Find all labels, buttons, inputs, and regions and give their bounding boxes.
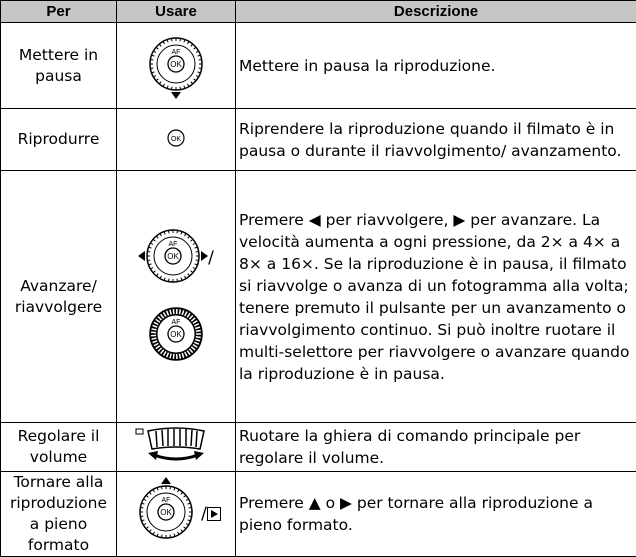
command-dial-icon [126,423,226,467]
dial-tick [150,59,153,60]
dial-af: AF [162,497,171,504]
dial-tick [162,486,163,489]
header: Descrizione [236,1,636,23]
per: Regolare il volume [1,423,117,472]
usare: OK AF / OK AF [117,171,236,423]
dial-tick [179,353,180,358]
dial-tick [170,486,171,489]
ok-graphic: OK [166,128,186,148]
row: Riprodurre OK Riprendere la riproduzione… [1,109,636,171]
per: Mettere in pausa [1,23,117,109]
arrow [138,251,145,261]
page: Per Usare Descrizione Mettere in pausa O… [0,0,636,534]
dial-tick [171,86,172,89]
dial-af: AF [172,319,181,326]
separator: / [208,248,214,268]
dial-tick [162,535,163,538]
descrizione: Ruotare la ghiera di comando principale … [236,423,636,472]
dial-tick [152,328,157,329]
dial-tick [171,38,172,41]
dial-graphic: OK AF [138,221,208,291]
per: Avanzare/ riavvolgere [1,171,117,423]
ok-icon: OK [117,128,235,152]
dial-tick [180,38,181,41]
dial-tick [173,353,174,358]
dial-tick [148,259,151,260]
dial-tick [196,336,201,337]
dial-ok: OK [167,252,179,261]
row: Avanzare/ riavvolgere OK AF / OK AF Premere… [1,171,636,423]
descrizione: Premere ◀ per riavvolgere, ▶ per avanzar… [236,171,636,423]
dial-tick [196,330,201,331]
dial-graphic: OK AF [131,477,201,547]
descrizione: Riprendere la riproduzione quando il fil… [236,109,636,171]
dial-tick [169,230,170,233]
dial-tick [199,59,202,60]
descrizione: Premere ▲ o ▶ per tornare alla riproduzi… [236,472,636,557]
dial-tick [177,230,178,233]
header-row: Per Usare Descrizione [1,1,636,23]
header: Per [1,1,117,23]
usare [117,423,236,472]
dial-tick [169,278,170,281]
dial-tick [177,278,178,281]
usare: OK AF [117,23,236,109]
row: Regolare il volume Ruotare la ghiera di … [1,423,636,472]
dial-tick [199,67,202,68]
per: Tornare alla riproduzione a pieno format… [1,472,117,557]
header: Usare [117,1,236,23]
dial-tick [141,507,144,508]
dial-tick [148,251,151,252]
dial-icon: OK AF [131,477,201,551]
dial-ok: OK [170,60,182,69]
dial-icon: OK AF [117,29,235,103]
arrow [201,251,208,261]
row: Tornare alla riproduzione a pieno format… [1,472,636,557]
dial-tick [180,86,181,89]
dial-graphic: OK AF [141,29,211,99]
dial-graphic: OK AF [141,299,211,369]
dial-icon: OK AF [117,299,235,373]
play-icon [207,507,221,521]
dial-tick [189,507,192,508]
arrow [161,477,171,484]
arrow [171,92,181,99]
dial-tick [189,516,192,517]
dial-icon: OK AF [138,221,208,295]
descrizione: Mettere in pausa la riproduzione. [236,23,636,109]
dial-af: AF [172,49,181,56]
per: Riprodurre [1,109,117,171]
dial-ok: OK [160,508,172,517]
dial-tick [179,309,180,314]
dial-ok: OK [170,330,182,339]
usare-group: OK AF / [138,221,214,295]
dial-tick [173,309,174,314]
dial-tick [152,338,157,339]
dial-tick [141,516,144,517]
dial-tick [170,535,171,538]
dial-tick [196,251,199,252]
dial-af: AF [169,241,178,248]
ok-label: OK [171,136,181,143]
dial-tick [196,259,199,260]
row: Mettere in pausa OK AF Mettere in pausa l… [1,23,636,109]
usare: OK [117,109,236,171]
dial-tick [150,67,153,68]
